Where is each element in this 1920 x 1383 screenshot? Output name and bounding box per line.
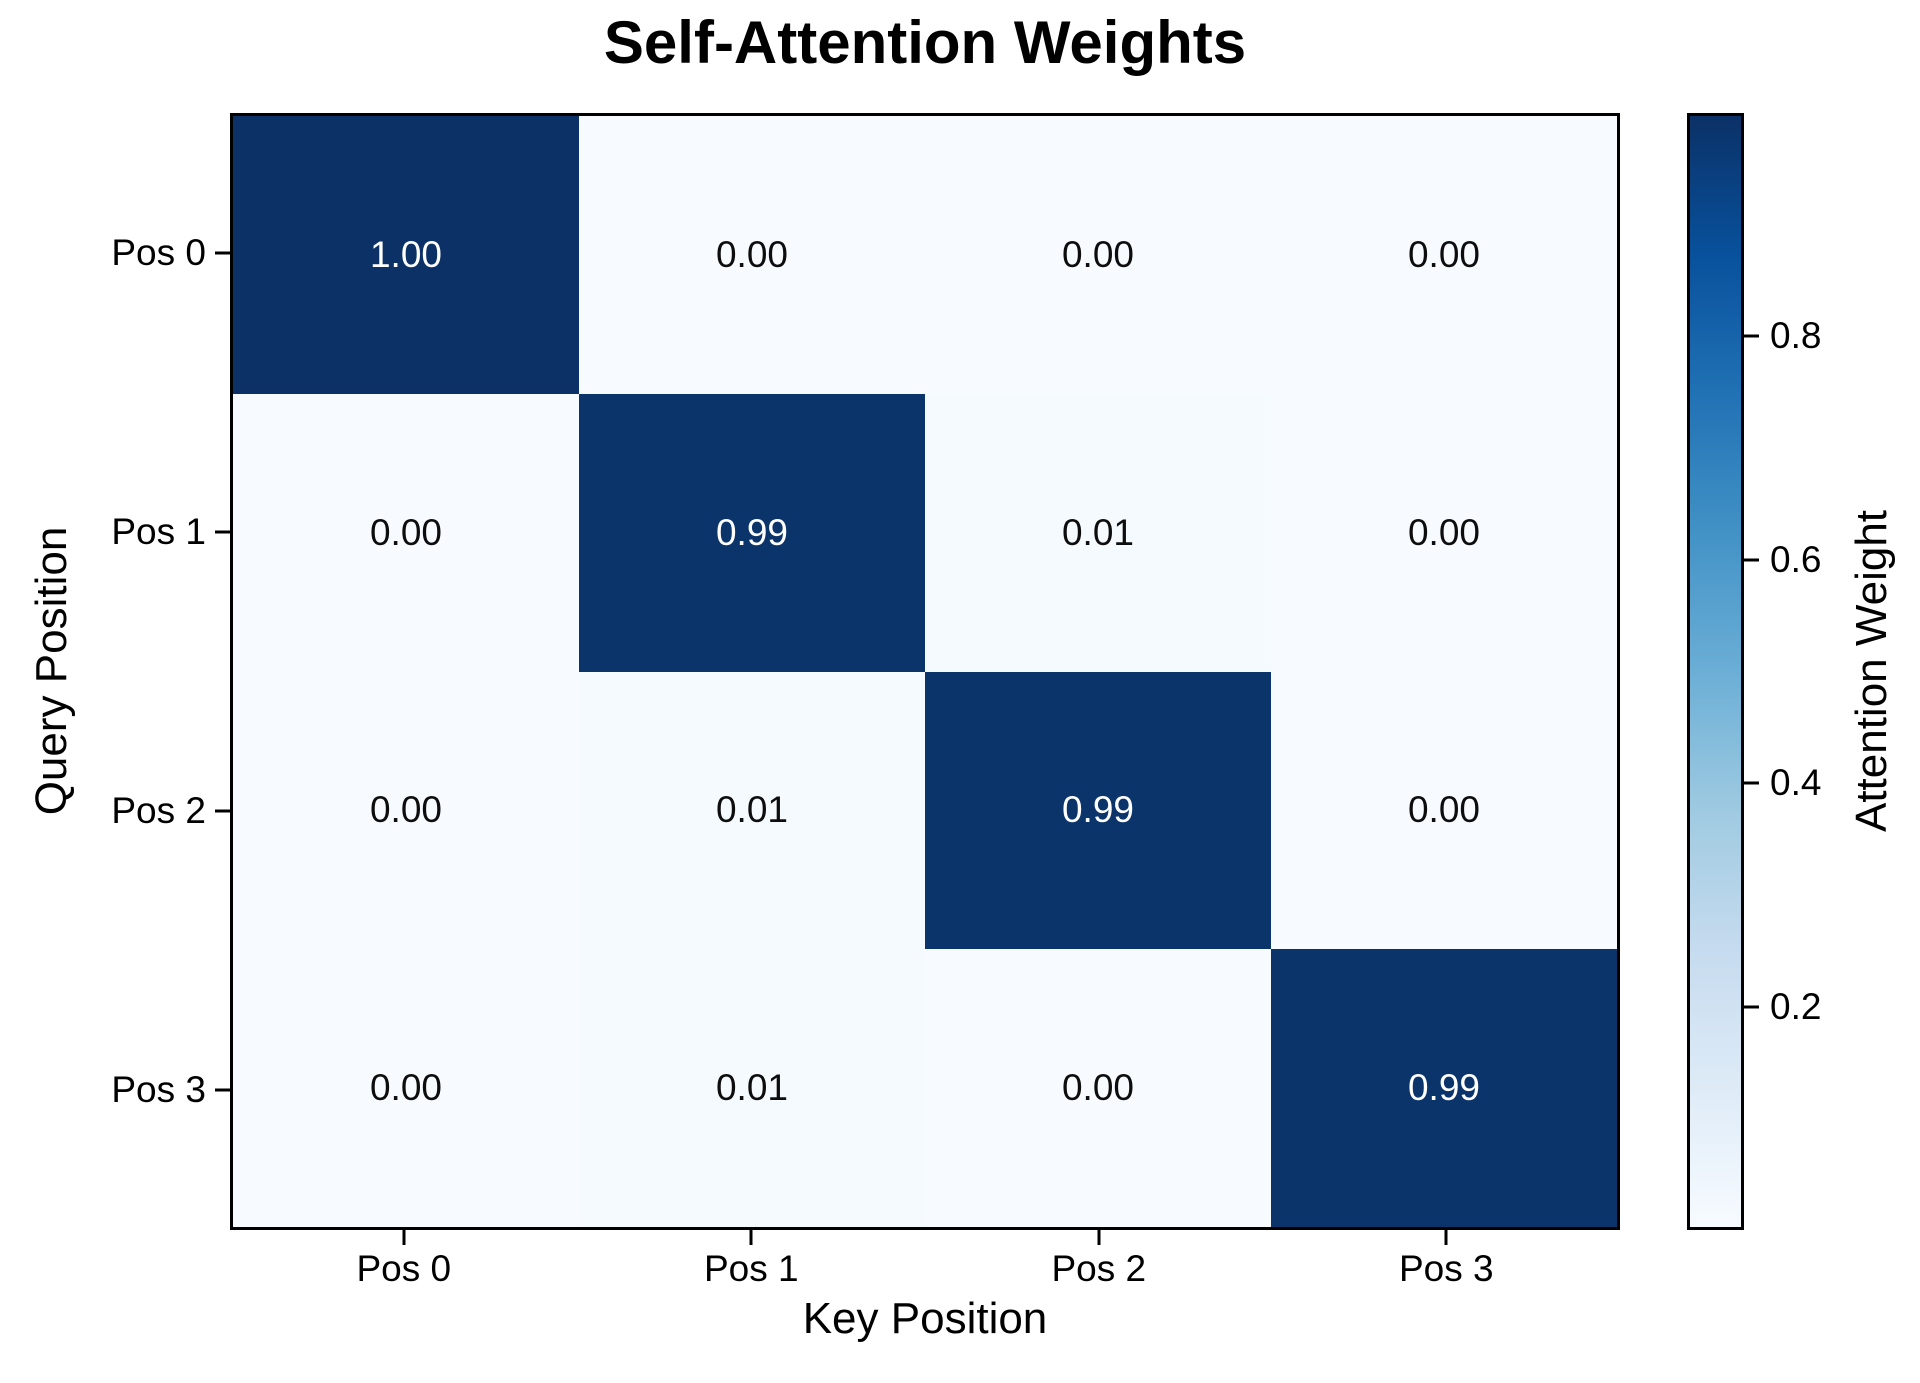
chart-title: Self-Attention Weights (603, 9, 1247, 76)
x-tick-mark (1444, 1230, 1448, 1245)
heatmap-cell-r2c3: 0.00 (1271, 671, 1617, 950)
colorbar-tick-mark (1744, 1005, 1759, 1009)
x-tick-mark (749, 1230, 753, 1245)
heatmap-cell-r3c1: 0.01 (579, 949, 925, 1227)
y-tick-label: Pos 3 (111, 1069, 206, 1111)
colorbar-tick-mark (1744, 558, 1759, 562)
colorbar-tick-labels: 0.8 0.6 0.4 0.2 (1770, 113, 1900, 1230)
heatmap-grid: 1.00 0.00 0.00 0.00 0.00 0.99 0.01 0.00 0.00 0.01… (233, 116, 1617, 1227)
heatmap-cell-r3c0: 0.00 (233, 949, 579, 1227)
x-tick-label: Pos 1 (703, 1248, 799, 1289)
heatmap-cell-r1c1: 0.99 (579, 393, 925, 672)
heatmap-cell-r3c3: 0.99 (1271, 949, 1617, 1227)
heatmap-plot-area: 1.00 0.00 0.00 0.00 0.00 0.99 0.01 0.00 0.00 0.01… (230, 113, 1620, 1230)
heatmap-cell-r0c2: 0.00 (925, 116, 1271, 394)
colorbar-tick-label: 0.8 (1770, 315, 1822, 357)
colorbar-tick-label: 0.4 (1770, 762, 1822, 804)
x-tick-mark (1097, 1230, 1101, 1245)
colorbar-tick-mark (1744, 334, 1759, 338)
x-axis-tick-labels: Pos 0 Pos 1 Pos 2 Pos 3 (230, 1248, 1620, 1290)
y-tick-mark (215, 251, 230, 255)
y-tick-mark (215, 530, 230, 534)
x-tick-label: Pos 3 (1398, 1248, 1494, 1289)
heatmap-cell-r1c3: 0.00 (1271, 393, 1617, 672)
colorbar-axis-label: Attention Weight (1847, 509, 1896, 833)
y-tick-label: Pos 2 (111, 790, 206, 832)
heatmap-cell-r2c0: 0.00 (233, 671, 579, 950)
y-tick-mark (215, 809, 230, 813)
y-tick-mark (215, 1088, 230, 1092)
x-tick-label: Pos 2 (1051, 1248, 1147, 1289)
colorbar-tick-marks (1744, 113, 1759, 1230)
y-axis-tick-labels: Pos 0 Pos 1 Pos 2 Pos 3 (36, 113, 206, 1230)
y-axis-tick-marks (215, 113, 230, 1230)
y-axis-label: Query Position (27, 526, 76, 816)
x-tick-label: Pos 0 (356, 1248, 452, 1289)
x-axis-label: Key Position (802, 1294, 1048, 1343)
heatmap-cell-r1c2: 0.01 (925, 393, 1271, 672)
colorbar-tick-mark (1744, 781, 1759, 785)
colorbar-tick-label: 0.2 (1770, 985, 1822, 1027)
x-axis-tick-marks (230, 1230, 1620, 1245)
colorbar-gradient (1687, 113, 1744, 1230)
heatmap-cell-r2c2: 0.99 (925, 671, 1271, 950)
heatmap-cell-r0c3: 0.00 (1271, 116, 1617, 394)
y-tick-label: Pos 0 (111, 231, 206, 273)
x-tick-mark (402, 1230, 406, 1245)
colorbar-tick-label: 0.6 (1770, 538, 1822, 580)
y-tick-label: Pos 1 (111, 510, 206, 552)
heatmap-cell-r2c1: 0.01 (579, 671, 925, 950)
heatmap-cell-r3c2: 0.00 (925, 949, 1271, 1227)
heatmap-cell-r0c0: 1.00 (233, 116, 579, 394)
heatmap-cell-r0c1: 0.00 (579, 116, 925, 394)
heatmap-cell-r1c0: 0.00 (233, 393, 579, 672)
